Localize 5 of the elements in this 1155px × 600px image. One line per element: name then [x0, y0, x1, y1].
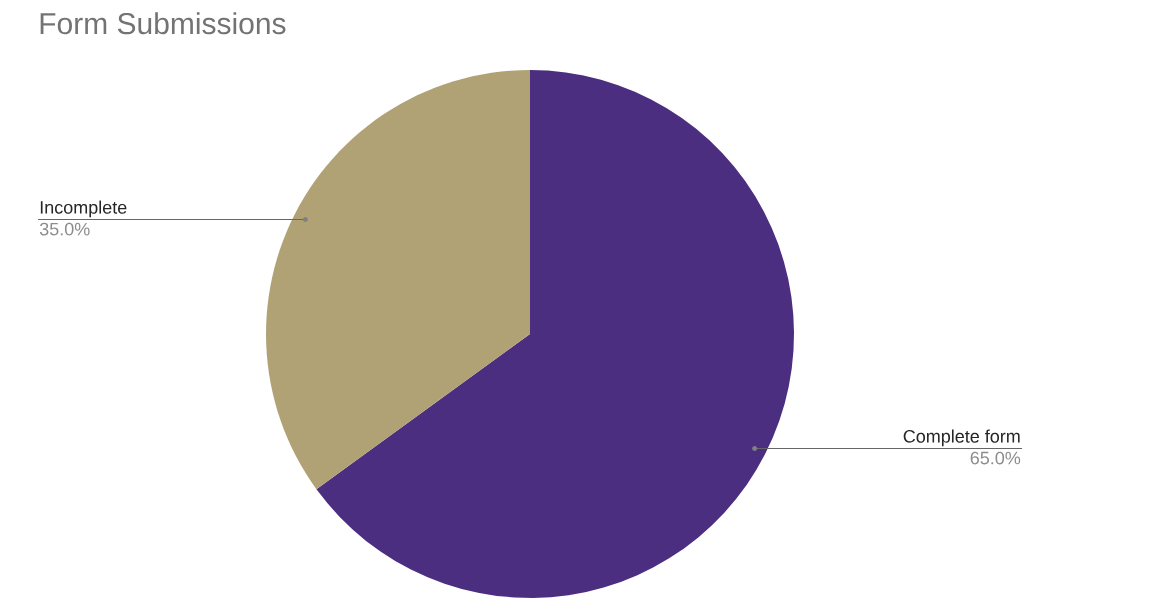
- chart-title: Form Submissions: [40, 12, 286, 35]
- slice-label: Incomplete: [40, 200, 127, 218]
- slice-label: Complete form: [903, 429, 1020, 447]
- data-label: 65.0%: [970, 451, 1021, 465]
- data-label: 35.0%: [39, 222, 90, 236]
